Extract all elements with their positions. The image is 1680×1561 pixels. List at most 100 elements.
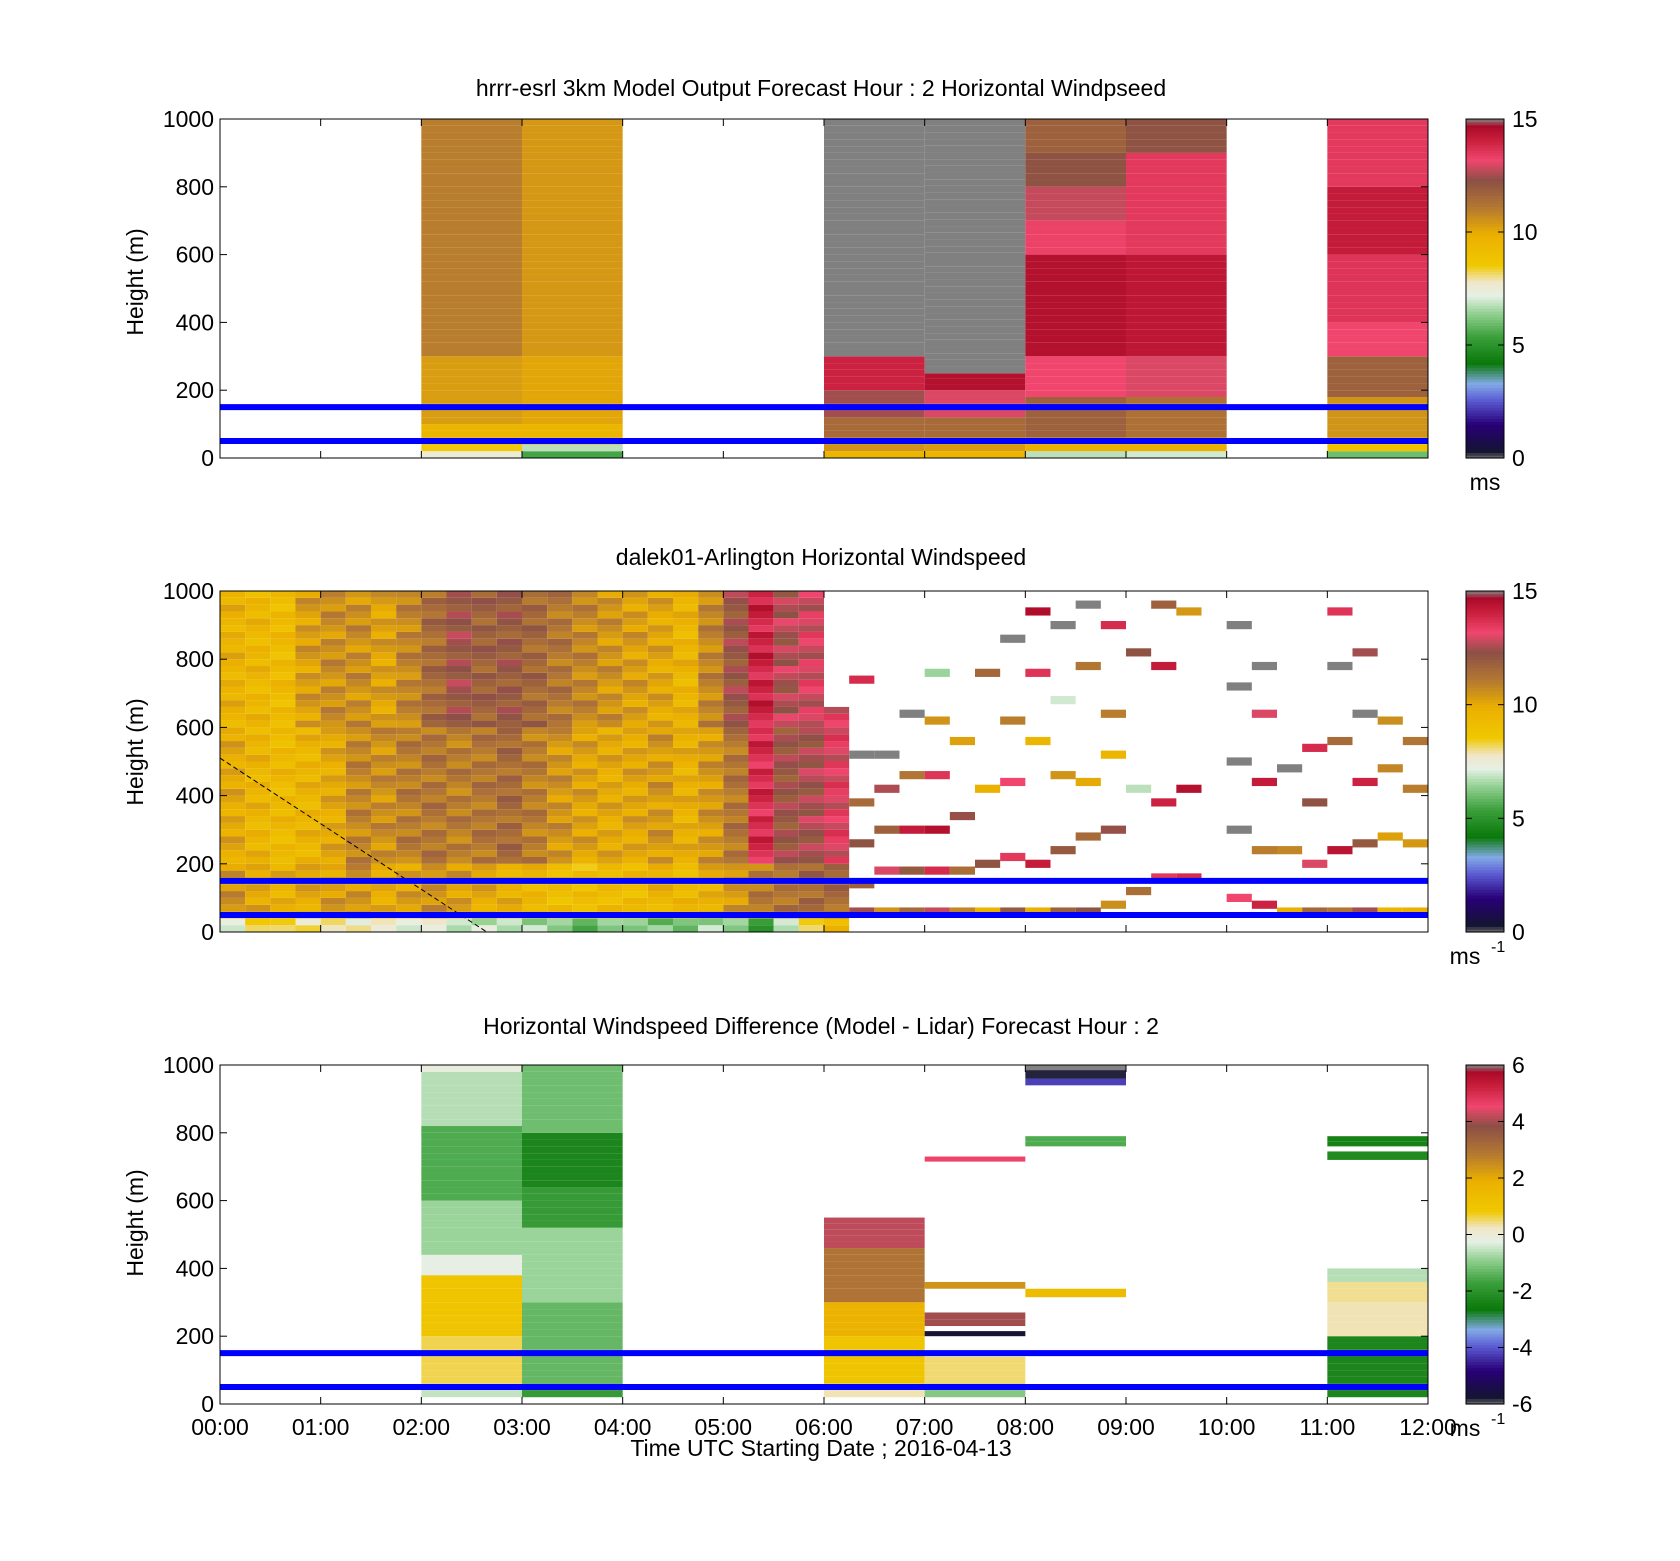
heatmap-cell [522, 166, 623, 174]
heatmap-cell [421, 424, 522, 431]
heatmap-cell [924, 319, 1026, 327]
heatmap-cell [647, 597, 673, 605]
heatmap-cell [748, 816, 774, 823]
heatmap-cell [270, 747, 296, 755]
heatmap-cell [572, 802, 598, 810]
heatmap-cell [798, 672, 824, 680]
y-tick-label: 1000 [163, 106, 214, 132]
heatmap-cell [421, 775, 447, 782]
heatmap-cell [320, 693, 346, 701]
colorbar-swatch [1466, 401, 1504, 405]
colorbar-swatch [1466, 429, 1504, 434]
heatmap-cell [295, 631, 321, 639]
heatmap-cell [295, 897, 321, 905]
heatmap-cell [1025, 1136, 1126, 1142]
heatmap-cell [522, 241, 623, 248]
heatmap-cell [1226, 825, 1252, 834]
heatmap-cell [496, 604, 522, 612]
heatmap-cell [874, 866, 900, 875]
heatmap-cell [698, 666, 724, 673]
heatmap-cell [622, 850, 648, 857]
colorbar-swatch [1466, 1155, 1504, 1159]
heatmap-cell [421, 234, 522, 242]
heatmap-cell [421, 1065, 522, 1072]
heatmap-cell [421, 125, 522, 133]
heatmap-cell [245, 918, 271, 926]
heatmap-cell [421, 335, 522, 343]
heatmap-cell [522, 1159, 623, 1167]
heatmap-cell [220, 781, 246, 789]
colorbar-swatch [1466, 1220, 1504, 1224]
heatmap-cell [924, 1356, 1026, 1364]
colorbar-swatch [1466, 880, 1504, 885]
colorbar-swatch [1466, 1358, 1504, 1363]
colorbar-swatch [1466, 681, 1504, 686]
heatmap-cell [421, 329, 522, 336]
heatmap-cell [824, 417, 925, 425]
heatmap-cell [773, 856, 799, 864]
heatmap-cell [572, 870, 598, 878]
colorbar-swatch [1466, 161, 1504, 165]
heatmap-cell [522, 288, 623, 296]
heatmap-cell [270, 754, 296, 762]
heatmap-cell [295, 809, 321, 817]
heatmap-cell [421, 390, 522, 397]
colorbar-unit-label: ms [1450, 1415, 1481, 1441]
heatmap-cell [421, 152, 522, 160]
colorbar-swatch [1466, 313, 1504, 318]
colorbar-swatch [1466, 438, 1504, 442]
heatmap-cell [597, 816, 623, 823]
heatmap-cell [295, 652, 321, 660]
heatmap-cell [824, 734, 850, 742]
heatmap-cell [924, 165, 1026, 173]
heatmap-cell [572, 829, 598, 837]
colorbar-swatch [1466, 1087, 1504, 1092]
colorbar-swatch [1466, 1251, 1504, 1255]
heatmap-cell [824, 193, 925, 201]
heatmap-cell [345, 741, 371, 748]
heatmap-cell [421, 734, 447, 742]
heatmap-cell [522, 734, 548, 742]
heatmap-cell [647, 734, 673, 742]
heatmap-cell [1025, 159, 1126, 167]
heatmap-cell [522, 781, 548, 789]
heatmap-cell [471, 781, 497, 789]
heatmap-cell [723, 768, 749, 776]
heatmap-cell [320, 802, 346, 810]
heatmap-cell [522, 829, 548, 837]
heatmap-cell [421, 1295, 522, 1303]
heatmap-cell [698, 918, 724, 926]
heatmap-cell [421, 781, 447, 789]
heatmap-cell [270, 720, 296, 728]
heatmap-cell [1126, 430, 1227, 438]
heatmap-cell [1327, 166, 1428, 174]
colorbar-swatch [1466, 1372, 1504, 1377]
heatmap-cell [798, 836, 824, 844]
heatmap-cell [1176, 607, 1202, 616]
heatmap-cell [597, 734, 623, 742]
heatmap-cell [622, 597, 648, 605]
heatmap-cell [798, 597, 824, 605]
colorbar-swatch [1466, 172, 1504, 177]
colorbar-swatch [1466, 1322, 1504, 1326]
heatmap-cell [547, 754, 573, 762]
model-heatmap-cells [220, 119, 1428, 458]
heatmap-cell [1126, 396, 1227, 404]
heatmap-cell [748, 645, 774, 653]
heatmap-cell [471, 904, 497, 912]
heatmap-cell [295, 816, 321, 823]
heatmap-cell [798, 850, 824, 857]
colorbar-swatch [1466, 1341, 1504, 1346]
heatmap-cell [396, 816, 422, 823]
heatmap-cell [220, 631, 246, 639]
heatmap-cell [698, 618, 724, 626]
colorbar-swatch [1466, 288, 1504, 292]
heatmap-cell [270, 638, 296, 646]
heatmap-cell [824, 1390, 925, 1398]
y-tick-label: 400 [176, 783, 214, 809]
colorbar-swatch [1466, 215, 1504, 219]
colorbar-swatch [1466, 1274, 1504, 1278]
heatmap-cell [345, 829, 371, 837]
heatmap-cell [924, 716, 950, 725]
